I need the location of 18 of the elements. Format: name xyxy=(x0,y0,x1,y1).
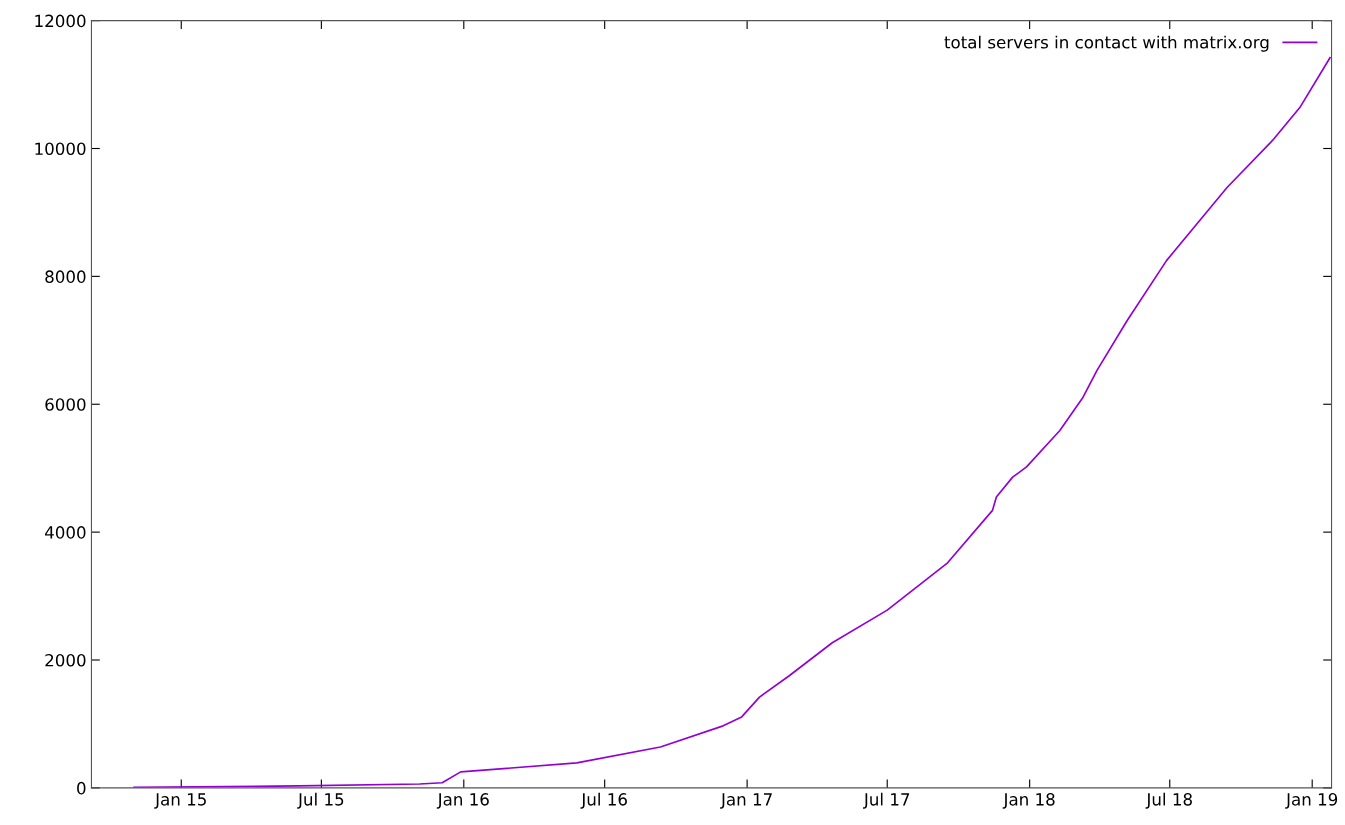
line-series xyxy=(133,56,1331,788)
x-tick-label: Jan 16 xyxy=(436,793,489,809)
y-tick-label: 10000 xyxy=(35,142,86,156)
x-tick-label: Jan 19 xyxy=(1285,793,1338,809)
y-tick-label: 12000 xyxy=(35,14,86,28)
legend-label: total servers in contact with matrix.org xyxy=(944,35,1269,52)
y-tick-label: 0 xyxy=(77,781,86,795)
x-tick-label: Jul 17 xyxy=(863,792,910,809)
y-tick-label: 8000 xyxy=(45,270,86,283)
x-tick-label: Jul 18 xyxy=(1145,792,1192,809)
y-tick-label: 2000 xyxy=(45,653,86,667)
y-tick-label: 4000 xyxy=(45,526,86,539)
x-tick-label: Jan 17 xyxy=(720,793,772,809)
x-tick-label: Jul 15 xyxy=(297,792,344,809)
x-tick-label: Jan 18 xyxy=(1002,793,1055,809)
x-tick-label: Jan 15 xyxy=(154,793,206,809)
y-tick-label: 6000 xyxy=(45,398,86,411)
x-tick-label: Jul 16 xyxy=(580,792,627,809)
